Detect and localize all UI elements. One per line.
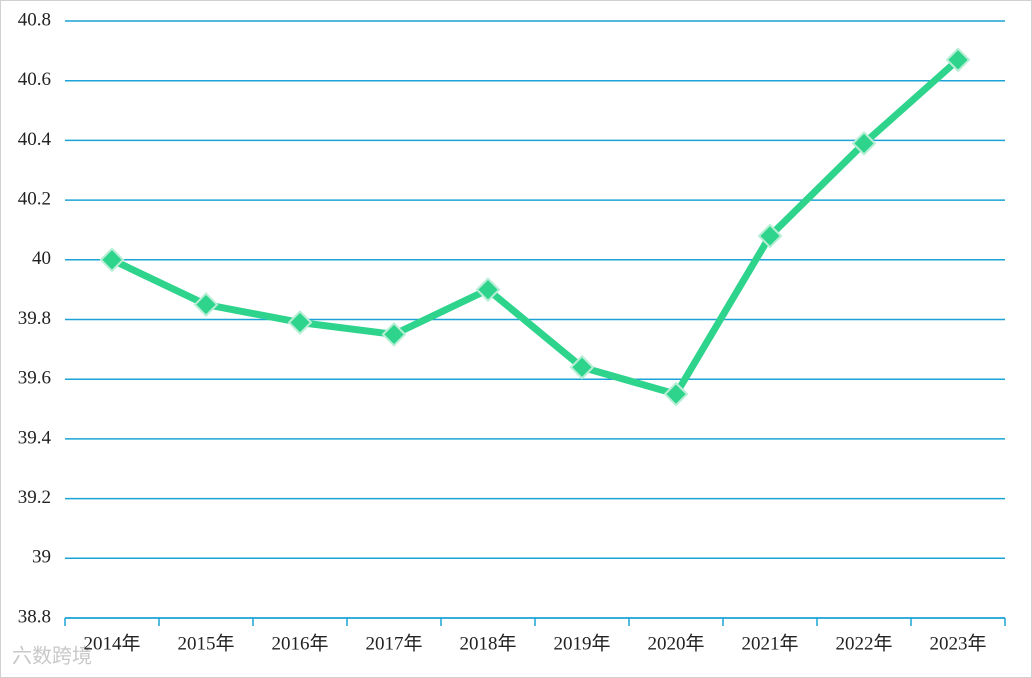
y-tick-label: 39.8 (18, 308, 51, 329)
marker (99, 247, 125, 273)
marker (287, 310, 313, 335)
x-tick-label: 2016年 (271, 632, 328, 654)
marker (193, 292, 219, 317)
marker (381, 322, 407, 347)
x-tick-label: 2021年 (741, 632, 798, 654)
x-tick-label: 2022年 (835, 632, 892, 654)
marker (945, 47, 971, 73)
y-tick-label: 40.8 (18, 9, 51, 30)
line (110, 57, 961, 398)
y-tick-label: 40.4 (18, 129, 52, 150)
x-tick-label: 2017年 (365, 632, 422, 654)
y-tick-label: 40.6 (18, 69, 51, 90)
y-tick-label: 38.8 (18, 606, 51, 627)
marker (475, 277, 501, 303)
y-tick-label: 39.2 (18, 487, 51, 508)
x-tick-label: 2014年 (83, 632, 140, 654)
x-tick-label: 2023年 (929, 632, 986, 654)
y-tick-label: 40.2 (18, 188, 51, 209)
marker (757, 223, 783, 249)
x-tick-label: 2020年 (647, 632, 704, 654)
x-tick-label: 2019年 (553, 632, 610, 654)
y-tick-label: 39 (32, 547, 51, 568)
y-tick-label: 39.4 (18, 427, 52, 448)
x-tick-label: 2015年 (177, 632, 234, 654)
marker (569, 354, 595, 380)
x-tick-label: 2018年 (459, 632, 516, 654)
marker (663, 381, 689, 407)
watermark: 六数跨境 (12, 644, 92, 668)
y-tick-label: 39.6 (18, 368, 51, 389)
y-tick-label: 40 (32, 248, 51, 269)
marker (851, 130, 877, 156)
